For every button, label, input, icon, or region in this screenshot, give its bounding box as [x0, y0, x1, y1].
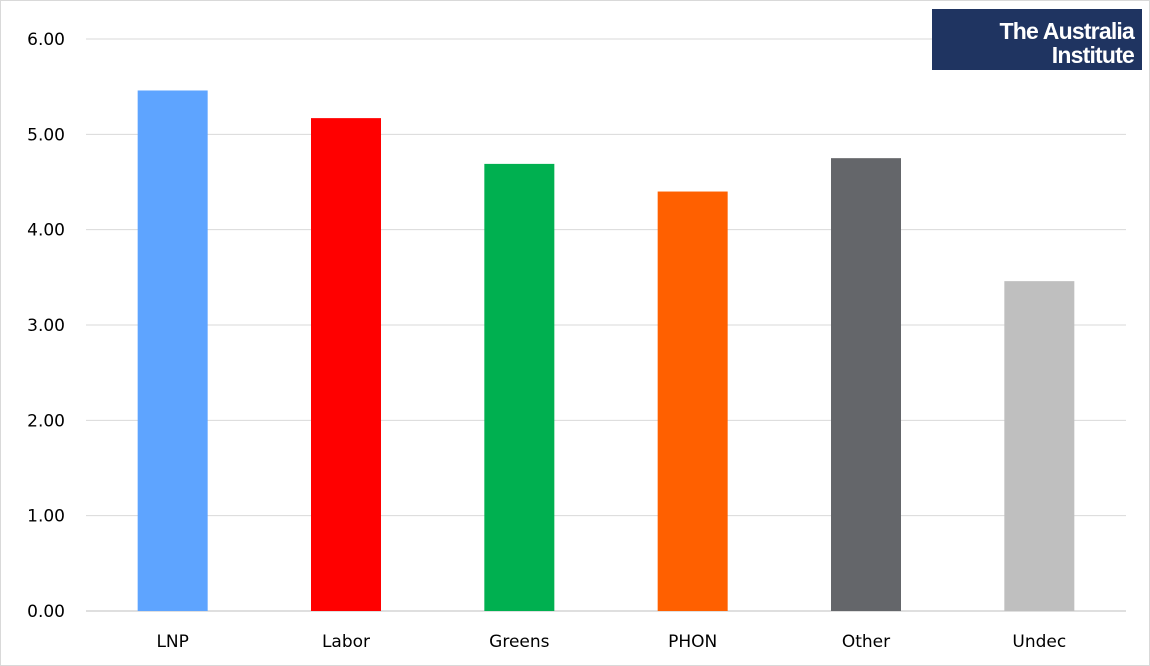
y-tick-label: 1.00	[27, 507, 65, 527]
x-category-label-lnp: LNP	[156, 632, 188, 652]
y-axis-tick-labels: 0.00 1.00 2.00 3.00 4.00 5.00 6.00	[27, 30, 65, 622]
bar-greens	[484, 163, 555, 612]
x-category-label-other: Other	[842, 632, 890, 652]
y-tick-label: 0.00	[27, 602, 65, 622]
australia-institute-logo: The Australia Institute Research that ma…	[932, 9, 1142, 82]
y-tick-label: 6.00	[27, 30, 65, 50]
y-tick-label: 4.00	[27, 221, 65, 241]
bar-lnp	[137, 90, 208, 612]
x-axis-category-labels: LNP Labor Greens PHON Other Undec	[156, 632, 1066, 652]
y-tick-label: 3.00	[27, 316, 65, 336]
y-tick-label: 5.00	[27, 125, 65, 145]
x-category-label-phon: PHON	[668, 632, 717, 652]
bar-labor	[311, 118, 381, 612]
x-category-label-undec: Undec	[1012, 632, 1066, 652]
x-category-label-greens: Greens	[489, 632, 549, 652]
bars	[137, 90, 1075, 612]
bar-phon	[657, 191, 728, 612]
logo-name: The Australia Institute	[999, 18, 1135, 68]
logo-tagline: Research that matters.	[1036, 71, 1138, 82]
x-category-label-labor: Labor	[322, 632, 370, 652]
bar-undec	[1004, 281, 1075, 611]
y-tick-label: 2.00	[27, 411, 65, 431]
bar-other	[831, 158, 901, 611]
gridlines	[86, 38, 1126, 612]
